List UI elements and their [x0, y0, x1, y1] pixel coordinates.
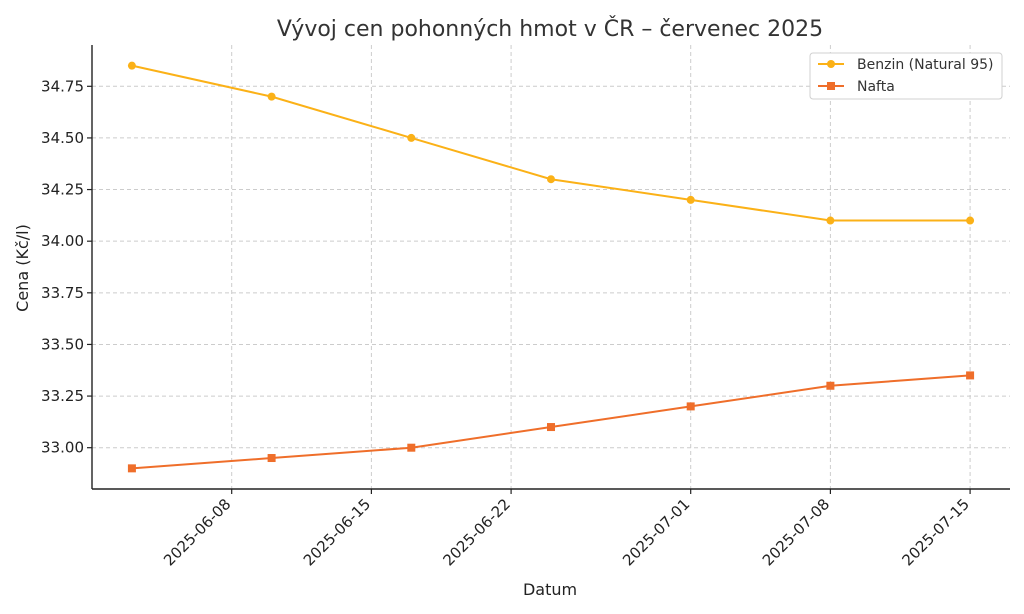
data-point — [966, 371, 975, 380]
series-layer — [127, 61, 975, 473]
legend-marker — [827, 60, 835, 68]
x-tick-label: 2025-07-01 — [619, 495, 693, 569]
x-tick-label: 2025-06-15 — [300, 495, 374, 569]
x-tick-label: 2025-06-08 — [160, 495, 234, 569]
series-2 — [127, 371, 975, 473]
y-tick-label: 34.25 — [41, 181, 84, 199]
x-axis-ticks: 2025-06-08 2025-06-15 2025-06-22 2025-07-01… — [160, 489, 973, 569]
grid — [92, 45, 1010, 489]
y-tick-label: 34.00 — [41, 232, 84, 250]
data-point — [267, 454, 276, 463]
x-tick-label: 2025-06-22 — [440, 495, 514, 569]
y-tick-label: 34.50 — [41, 129, 84, 147]
data-point — [686, 195, 695, 204]
data-point — [267, 92, 276, 101]
legend-label: Nafta — [857, 79, 895, 95]
data-point — [127, 61, 136, 70]
x-axis-title: Datum — [523, 580, 577, 599]
data-point — [547, 175, 555, 184]
y-tick-label: 33.50 — [41, 335, 84, 353]
data-point — [407, 133, 416, 142]
y-tick-label: 33.75 — [41, 284, 84, 302]
y-tick-label: 33.00 — [41, 439, 84, 457]
data-point — [407, 443, 416, 452]
data-point — [966, 216, 975, 225]
chart-title: Vývoj cen pohonných hmot v ČR – červenec… — [277, 16, 823, 42]
series-1 — [127, 61, 975, 225]
y-axis-title: Cena (Kč/l) — [13, 224, 32, 312]
data-point — [686, 402, 695, 411]
data-point — [826, 381, 835, 390]
x-tick-label: 2025-07-15 — [899, 495, 973, 569]
y-axis-ticks: 33.00 33.25 33.50 33.75 34.00 34.25 34.50 34.75 — [41, 77, 92, 457]
x-tick-label: 2025-07-08 — [759, 495, 833, 569]
data-point — [826, 216, 835, 225]
data-point — [547, 423, 555, 432]
series-line — [131, 374, 971, 470]
legend: Benzin (Natural 95) Nafta — [809, 52, 1003, 100]
y-tick-label: 33.25 — [41, 387, 84, 405]
legend-marker — [827, 82, 835, 90]
data-point — [127, 464, 136, 473]
legend-label: Benzin (Natural 95) — [857, 57, 993, 73]
legend-box — [809, 52, 1003, 100]
y-tick-label: 34.75 — [41, 77, 84, 95]
